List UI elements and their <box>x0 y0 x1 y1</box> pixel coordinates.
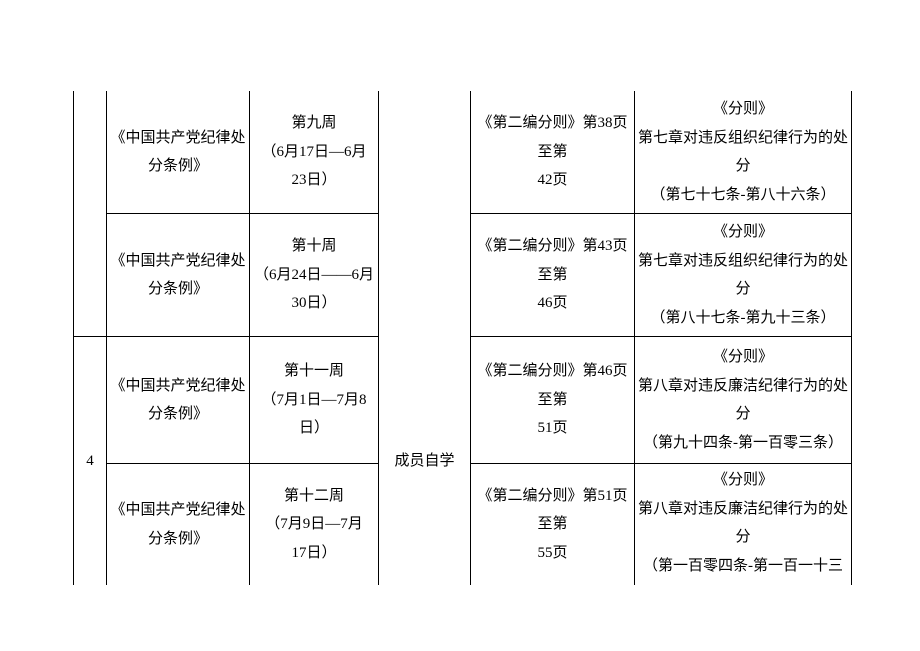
pages-cell-r3: 《第二编分则》第51页至第 55页 <box>471 464 635 586</box>
week-r1-l1: 第十周 <box>291 238 336 254</box>
content-r3-l2: 第八章对违反廉洁纪律行为的处 <box>638 501 848 517</box>
content-r0-l3: 分 <box>735 158 750 174</box>
content-cell-r3: 《分则》 第八章对违反廉洁纪律行为的处 分 （第一百零四条-第一百一十三 条） <box>635 464 852 586</box>
week-r3-l1: 第十二周 <box>284 488 344 504</box>
pages-cell-r2: 《第二编分则》第46页至第 51页 <box>471 337 635 464</box>
week-r0-l3: 23日） <box>291 172 336 188</box>
pages-r2-l2: 51页 <box>537 420 567 436</box>
week-r3-l3: 17日） <box>291 545 336 561</box>
pages-r3-l2: 55页 <box>537 545 567 561</box>
content-r1-l4: （第八十七条-第九十三条） <box>651 310 836 326</box>
week-r0-l1: 第九周 <box>291 115 336 131</box>
content-r0-l1: 《分则》 <box>713 101 773 117</box>
week-cell-r3: 第十二周 （7月9日―7月 17日） <box>250 464 379 586</box>
pages-r3-l1: 《第二编分则》第51页至第 <box>477 488 627 533</box>
content-r3-l1: 《分则》 <box>713 472 773 488</box>
week-cell-r1: 第十周 （6月24日——6月 30日） <box>250 214 379 337</box>
week-cell-r2: 第十一周 （7月1日―7月8 日） <box>250 337 379 464</box>
content-r1-l2: 第七章对违反组织纪律行为的处 <box>638 253 848 269</box>
content-r2-l3: 分 <box>735 406 750 422</box>
pages-r0-l1: 《第二编分则》第38页至第 <box>477 115 627 160</box>
pages-r0-l2: 42页 <box>537 172 567 188</box>
index-cell-4: 4 <box>74 337 107 586</box>
pages-r2-l1: 《第二编分则》第46页至第 <box>477 363 627 408</box>
week-r2-l2: （7月1日―7月8 <box>261 392 366 408</box>
pages-r1-l2: 46页 <box>537 295 567 311</box>
content-r1-l1: 《分则》 <box>713 224 773 240</box>
content-r0-l2: 第七章对违反组织纪律行为的处 <box>638 130 848 146</box>
week-r0-l2: （6月17日―6月 <box>261 144 366 160</box>
doc-title-r2: 《中国共产党纪律处分条例》 <box>107 337 250 464</box>
content-cell-r0: 《分则》 第七章对违反组织纪律行为的处 分 （第七十七条-第八十六条） <box>635 91 852 214</box>
doc-title-r0: 《中国共产党纪律处分条例》 <box>107 91 250 214</box>
method-cell: 成员自学 <box>379 337 471 586</box>
method-cell-upper <box>379 91 471 337</box>
doc-title-r1: 《中国共产党纪律处分条例》 <box>107 214 250 337</box>
pages-cell-r1: 《第二编分则》第43页至第 46页 <box>471 214 635 337</box>
week-r2-l3: 日） <box>299 420 329 436</box>
schedule-table: 《中国共产党纪律处分条例》 第九周 （6月17日―6月 23日） 《第二编分则》… <box>73 91 852 585</box>
content-r3-l3: 分 <box>735 529 750 545</box>
week-r2-l1: 第十一周 <box>284 363 344 379</box>
week-cell-r0: 第九周 （6月17日―6月 23日） <box>250 91 379 214</box>
doc-title-r3: 《中国共产党纪律处分条例》 <box>107 464 250 586</box>
content-r1-l3: 分 <box>735 281 750 297</box>
content-cell-r1: 《分则》 第七章对违反组织纪律行为的处 分 （第八十七条-第九十三条） <box>635 214 852 337</box>
content-r0-l4: （第七十七条-第八十六条） <box>651 187 836 203</box>
week-r3-l2: （7月9日―7月 <box>265 516 363 532</box>
index-cell-prev <box>74 91 107 337</box>
pages-r1-l1: 《第二编分则》第43页至第 <box>477 238 627 283</box>
week-r1-l3: 30日） <box>291 295 336 311</box>
content-r3-l4: （第一百零四条-第一百一十三 <box>643 558 843 574</box>
week-r1-l2: （6月24日——6月 <box>254 267 374 283</box>
content-cell-r2: 《分则》 第八章对违反廉洁纪律行为的处 分 （第九十四条-第一百零三条） <box>635 337 852 464</box>
content-r2-l1: 《分则》 <box>713 349 773 365</box>
content-r2-l2: 第八章对违反廉洁纪律行为的处 <box>638 378 848 394</box>
content-r2-l4: （第九十四条-第一百零三条） <box>643 435 843 451</box>
pages-cell-r0: 《第二编分则》第38页至第 42页 <box>471 91 635 214</box>
